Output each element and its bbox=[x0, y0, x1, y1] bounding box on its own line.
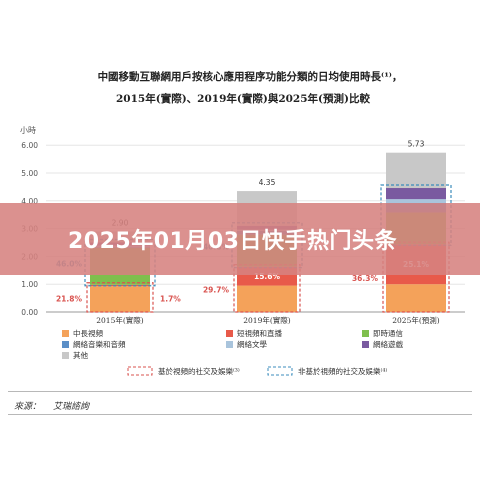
legend-red-bracket bbox=[127, 366, 153, 376]
legend-swatch bbox=[362, 341, 369, 348]
source-divider-bottom bbox=[8, 414, 472, 415]
bar-segment bbox=[386, 188, 446, 200]
y-axis-label: 小時 bbox=[20, 126, 36, 135]
source-note: 來源： 艾瑞諮詢 bbox=[14, 399, 101, 412]
inner-share-label: 1.7% bbox=[160, 294, 181, 303]
legend-label: 中長視頻 bbox=[73, 328, 103, 338]
legend-blue-label: 非基於視頻的社交及娛樂⁽⁴⁾ bbox=[298, 366, 387, 376]
y-tick-label: 4.00 bbox=[21, 197, 38, 206]
legend-label: 網絡文學 bbox=[237, 339, 267, 349]
legend-label: 其他 bbox=[73, 350, 88, 360]
bar-total-label: 4.35 bbox=[259, 178, 276, 187]
headline-text: 2025年01月03日快手热门头条 bbox=[68, 229, 397, 254]
bar-segment bbox=[90, 286, 150, 312]
legend-swatch bbox=[362, 330, 369, 337]
legend-blue-bracket bbox=[267, 366, 293, 376]
video-share-label: 29.7% bbox=[203, 285, 230, 294]
source-label: 來源： bbox=[14, 402, 42, 412]
chart-title: 中國移動互聯網用戶按核心應用程序功能分類的日均使用時長⁽¹⁾， bbox=[98, 70, 403, 83]
y-tick-label: 1.00 bbox=[21, 280, 38, 289]
legend-label: 網絡音樂和音頻 bbox=[73, 339, 126, 349]
bar-segment bbox=[386, 284, 446, 312]
red-bracket bbox=[86, 282, 154, 313]
video-share-label: 36.3% bbox=[352, 274, 379, 283]
legend-swatch bbox=[62, 352, 69, 359]
legend-swatch bbox=[62, 341, 69, 348]
bar-segment bbox=[386, 199, 446, 204]
legend-label: 短視頻和直播 bbox=[237, 328, 282, 338]
headline-banner: 2025年01月03日快手热门头条 bbox=[0, 203, 480, 275]
legend-label: 即時通信 bbox=[373, 328, 403, 338]
video-share-label: 21.8% bbox=[56, 294, 83, 303]
y-tick-label: 5.00 bbox=[21, 169, 38, 178]
x-category-label: 2019年(實際) bbox=[243, 315, 291, 325]
legend-swatch bbox=[226, 341, 233, 348]
y-tick-label: 0.00 bbox=[21, 308, 38, 317]
bar-segment bbox=[237, 285, 297, 312]
bar-segment bbox=[386, 152, 446, 189]
bar-total-label: 5.73 bbox=[408, 140, 425, 149]
chart-subtitle: 2015年(實際)、2019年(實際)與2025年(預測)比較 bbox=[116, 92, 370, 105]
source-name: 艾瑞諮詢 bbox=[53, 402, 90, 412]
x-category-label: 2015年(實際) bbox=[96, 315, 144, 325]
legend-label: 網絡遊戲 bbox=[373, 339, 403, 349]
inner-share-label: 15.6% bbox=[254, 272, 281, 281]
x-category-label: 2025年(預測) bbox=[392, 315, 440, 325]
legend-swatch bbox=[226, 330, 233, 337]
legend-red-label: 基於視頻的社交及娛樂⁽³⁾ bbox=[158, 366, 240, 376]
source-divider-top bbox=[8, 391, 472, 392]
legend-swatch bbox=[62, 330, 69, 337]
y-tick-label: 6.00 bbox=[21, 141, 38, 150]
